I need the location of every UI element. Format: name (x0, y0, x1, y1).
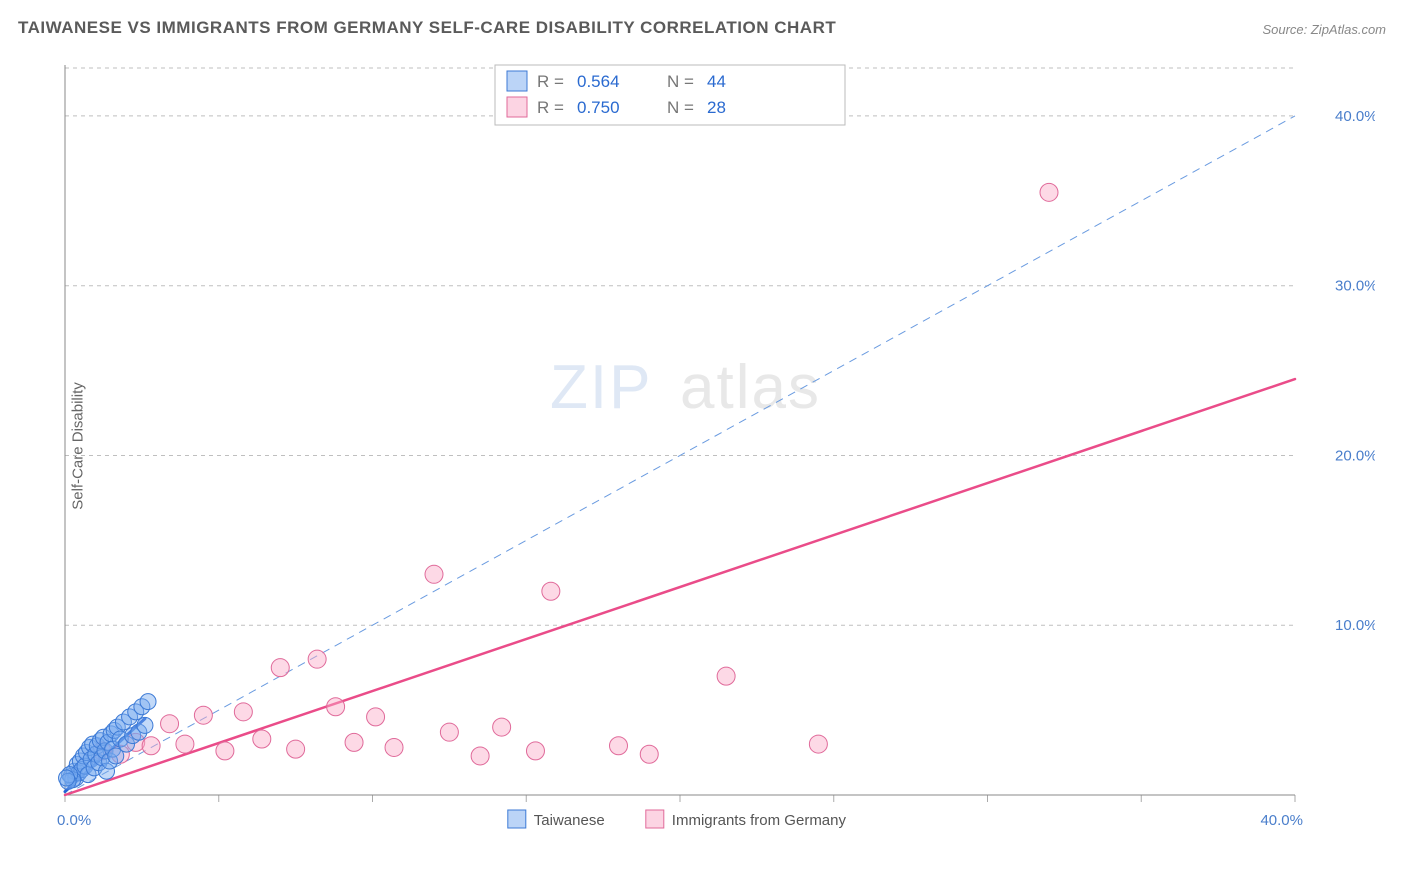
legend-n-value: 44 (707, 72, 726, 91)
data-point-pink (367, 708, 385, 726)
chart-container: TAIWANESE VS IMMIGRANTS FROM GERMANY SEL… (0, 0, 1406, 892)
x-tick-label: 0.0% (57, 812, 91, 829)
data-point-pink (542, 582, 560, 600)
y-tick-label: 40.0% (1335, 108, 1375, 125)
legend-n-value: 28 (707, 98, 726, 117)
legend-r-value: 0.564 (577, 72, 620, 91)
data-point-pink (142, 737, 160, 755)
data-point-pink (385, 738, 403, 756)
bottom-legend: Taiwanese Immigrants from Germany (508, 810, 847, 829)
chart-svg: ZIP atlas 10.0% 20.0% 30.0% 40.0% 0.0% 40.0% R =… (55, 55, 1375, 845)
bottom-legend-label: Immigrants from Germany (672, 812, 847, 829)
data-point-pink (194, 706, 212, 724)
bottom-legend-swatch (508, 810, 526, 828)
data-point-pink (640, 745, 658, 763)
trend-line-pink (65, 379, 1295, 795)
data-point-pink (216, 742, 234, 760)
data-point-pink (493, 718, 511, 736)
x-tick-label: 40.0% (1260, 812, 1303, 829)
watermark-atlas: atlas (680, 353, 821, 422)
data-point-pink (327, 698, 345, 716)
legend-r-label: R = (537, 98, 564, 117)
data-point-pink (253, 730, 271, 748)
data-point-pink (471, 747, 489, 765)
stats-legend: R = 0.564 N = 44 R = 0.750 N = 28 (495, 65, 845, 125)
legend-swatch (507, 97, 527, 117)
data-point-blue (59, 770, 75, 786)
data-point-pink (717, 667, 735, 685)
y-tick-label: 30.0% (1335, 278, 1375, 295)
data-point-pink (809, 735, 827, 753)
legend-n-label: N = (667, 72, 694, 91)
source-attribution: Source: ZipAtlas.com (1262, 22, 1386, 37)
y-tick-label: 20.0% (1335, 447, 1375, 464)
data-point-blue (137, 717, 153, 733)
data-point-pink (610, 737, 628, 755)
data-point-pink (425, 565, 443, 583)
y-tick-label: 10.0% (1335, 617, 1375, 634)
data-point-pink (308, 650, 326, 668)
data-point-pink (440, 723, 458, 741)
data-point-pink (526, 742, 544, 760)
data-point-pink (287, 740, 305, 758)
legend-r-label: R = (537, 72, 564, 91)
legend-r-value: 0.750 (577, 98, 620, 117)
data-point-pink (271, 659, 289, 677)
data-point-pink (161, 715, 179, 733)
data-point-pink (234, 703, 252, 721)
bottom-legend-swatch (646, 810, 664, 828)
data-point-pink (345, 733, 363, 751)
bottom-legend-label: Taiwanese (534, 812, 605, 829)
data-point-pink (176, 735, 194, 753)
watermark: ZIP atlas (550, 353, 821, 422)
data-point-pink (1040, 183, 1058, 201)
data-point-blue (140, 694, 156, 710)
plot-area: ZIP atlas 10.0% 20.0% 30.0% 40.0% 0.0% 40.0% R =… (55, 55, 1375, 845)
legend-swatch (507, 71, 527, 91)
chart-title: TAIWANESE VS IMMIGRANTS FROM GERMANY SEL… (18, 18, 836, 38)
watermark-zip: ZIP (550, 353, 652, 422)
legend-n-label: N = (667, 98, 694, 117)
